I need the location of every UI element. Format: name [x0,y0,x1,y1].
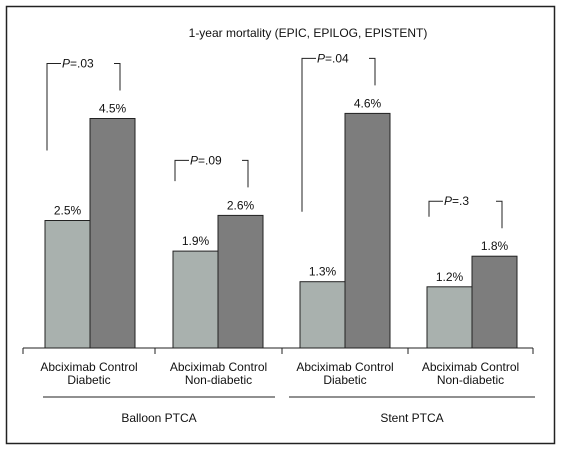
bar-control [471,255,518,349]
bar-abciximab [44,220,91,349]
bar-control [344,112,391,349]
subgroup-label: Diabetic [323,373,366,387]
subgroup-label: Non-diabetic [185,373,252,387]
bar-value-label: 2.5% [54,204,82,218]
bar-value-label: 4.6% [354,96,382,110]
p-value-label: P=.04 [317,51,349,65]
bar-value-label: 1.9% [182,234,210,248]
bar-abciximab [299,281,346,349]
bar-control [89,118,136,349]
subgroup-label: Non-diabetic [437,373,504,387]
bar-abciximab [426,286,473,349]
group-label: Stent PTCA [380,411,443,425]
p-value-label: P=.3 [444,194,469,208]
subgroup-label: Diabetic [67,373,110,387]
bar-category-label: Abciximab Control [422,360,519,374]
bar-value-label: 2.6% [227,198,255,212]
p-value-label: P=.09 [190,153,222,167]
p-value-label: P=.03 [62,57,94,71]
bar-value-label: 1.2% [436,270,464,284]
p-bracket-left [46,63,61,151]
p-bracket-right [242,159,249,188]
bar-category-label: Abciximab Control [170,360,267,374]
p-bracket-left [428,200,443,217]
p-bracket-left [174,159,189,182]
p-bracket-right [369,57,376,86]
bar-category-label: Abciximab Control [40,360,137,374]
p-bracket-right [114,63,121,91]
bar-category-label: Abciximab Control [296,360,393,374]
bar-abciximab [172,250,219,349]
group-label: Balloon PTCA [121,411,196,425]
p-bracket-left [301,57,316,212]
bar-value-label: 1.8% [481,239,509,253]
chart-title: 1-year mortality (EPIC, EPILOG, EPISTENT… [189,26,428,40]
bar-value-label: 1.3% [309,265,337,279]
bar-value-label: 4.5% [99,102,127,116]
p-bracket-right [496,200,503,229]
bar-control [217,214,264,349]
